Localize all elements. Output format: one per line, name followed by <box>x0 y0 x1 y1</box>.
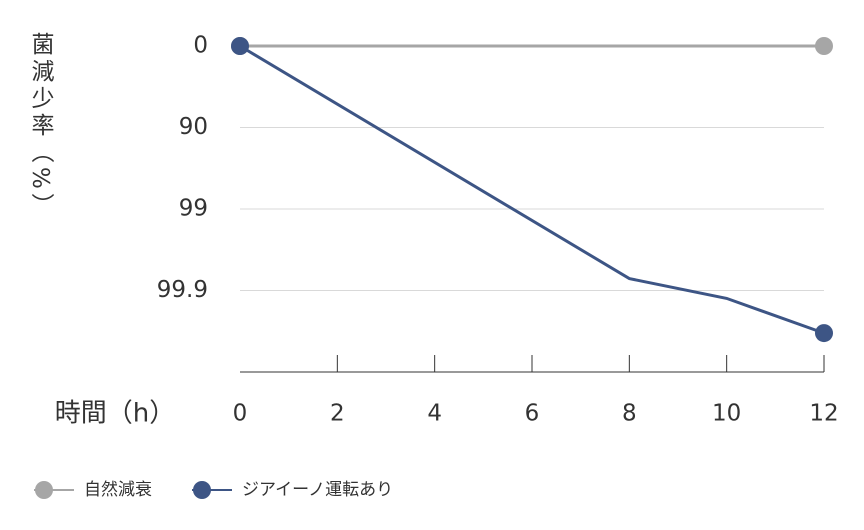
legend-marker <box>193 481 211 499</box>
x-tick-label: 12 <box>809 401 838 427</box>
legend-label: ジアイーノ運転あり <box>242 480 393 500</box>
y-tick-label: 99.9 <box>157 277 208 303</box>
x-tick-label: 2 <box>330 401 345 427</box>
y-tick-label: 99 <box>179 196 208 222</box>
point-marker <box>815 37 833 55</box>
legend-label: 自然減衰 <box>84 480 152 500</box>
x-tick-label: 10 <box>712 401 741 427</box>
y-tick-label: 0 <box>193 33 208 59</box>
x-tick-label: 6 <box>525 401 540 427</box>
x-tick-label: 8 <box>622 401 637 427</box>
x-tick-label: 0 <box>233 401 248 427</box>
legend-marker <box>35 481 53 499</box>
y-tick-label: 90 <box>179 114 208 140</box>
point-marker <box>815 324 833 343</box>
y-axis-label: 菌減少率（%） <box>27 32 53 220</box>
point-marker <box>231 37 249 55</box>
x-axis-label: 時間（h） <box>55 399 175 429</box>
x-tick-label: 4 <box>427 401 442 427</box>
series-line <box>239 44 825 335</box>
